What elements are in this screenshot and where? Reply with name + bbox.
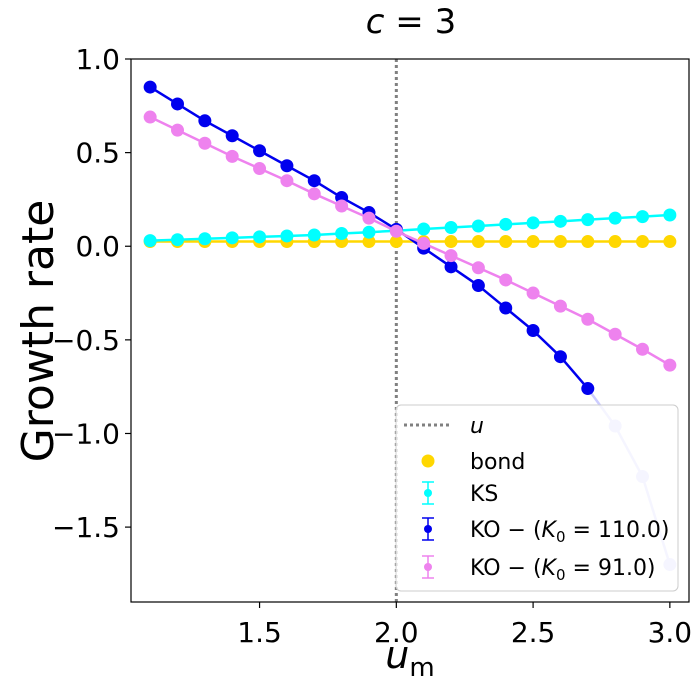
data-point — [171, 123, 184, 137]
data-point — [143, 80, 157, 94]
x-tick-label: 2.0 — [374, 616, 419, 649]
series-ko91 — [143, 110, 677, 372]
legend: u bond KS KO − (K0 = 110.0) KO − (K0 = 9… — [395, 404, 679, 592]
data-point — [171, 97, 184, 111]
data-point — [581, 382, 595, 396]
data-point — [636, 342, 649, 356]
legend-bond-marker — [421, 454, 435, 468]
data-point — [608, 327, 622, 341]
data-point — [198, 232, 212, 246]
data-point — [225, 231, 239, 245]
data-point — [307, 187, 321, 201]
data-point — [335, 227, 349, 241]
chart-title: c = 3 — [366, 2, 456, 42]
data-point — [280, 174, 294, 188]
data-point — [143, 234, 157, 248]
title-variable: c — [366, 2, 385, 42]
legend-label-ks: KS — [470, 482, 498, 507]
data-point — [225, 129, 239, 143]
legend-label-bond: bond — [470, 450, 525, 475]
data-point — [526, 286, 540, 300]
legend-box — [395, 404, 679, 592]
data-point — [280, 159, 294, 173]
plot-frame — [130, 58, 690, 603]
data-point — [581, 235, 595, 249]
legend-label-ko110: KO − (K0 = 110.0) — [470, 518, 670, 546]
data-point — [389, 235, 403, 249]
data-point — [553, 299, 567, 313]
data-point — [444, 260, 458, 274]
data-point — [171, 233, 184, 247]
y-axis-ticks: 1.0 0.5 0.0 −0.5 −1.0 −1.5 — [52, 43, 131, 544]
x-axis-title-sub: m — [409, 653, 434, 683]
legend-label-ko91: KO − (K0 = 91.0) — [470, 556, 656, 584]
series-ks — [143, 208, 677, 248]
legend-ks-marker — [422, 481, 434, 505]
data-point — [198, 136, 212, 150]
data-point — [636, 210, 649, 224]
data-point — [253, 162, 267, 176]
x-axis-title-main: u — [385, 633, 409, 677]
data-point — [608, 235, 622, 249]
data-point — [362, 225, 376, 239]
x-axis-ticks: 1.5 2.0 2.5 3.0 — [237, 602, 692, 649]
data-point — [608, 211, 622, 225]
series-layer — [143, 80, 677, 572]
data-point — [253, 230, 267, 244]
data-point — [471, 279, 485, 293]
data-point — [417, 222, 431, 236]
series-line-segment — [559, 355, 590, 390]
data-point — [335, 199, 349, 213]
data-point — [663, 208, 677, 222]
y-tick-label: 0.5 — [75, 137, 120, 170]
data-point — [444, 249, 458, 263]
data-point — [389, 224, 403, 238]
data-point — [307, 228, 321, 242]
data-point — [198, 114, 212, 128]
data-point — [471, 261, 485, 275]
data-point — [225, 149, 239, 163]
data-point — [581, 213, 595, 227]
data-point — [499, 301, 513, 315]
data-point — [362, 211, 376, 225]
data-point — [444, 221, 458, 235]
data-point — [581, 312, 595, 326]
data-point — [253, 144, 267, 158]
data-point — [471, 219, 485, 233]
y-tick-label: −1.5 — [52, 511, 120, 544]
data-point — [636, 235, 649, 249]
data-point — [553, 214, 567, 228]
data-point — [280, 229, 294, 243]
data-point — [663, 358, 677, 372]
data-point — [362, 235, 376, 249]
y-tick-label: 1.0 — [75, 43, 120, 76]
data-point — [663, 235, 677, 249]
x-tick-label: 3.0 — [648, 616, 693, 649]
data-point — [444, 235, 458, 249]
legend-label-u: u — [470, 414, 484, 439]
y-tick-label: −0.5 — [52, 324, 120, 357]
data-point — [526, 235, 540, 249]
data-point — [143, 110, 157, 124]
y-tick-label: −1.0 — [52, 417, 120, 450]
x-axis-title: um — [385, 633, 434, 683]
title-equation: = 3 — [384, 2, 456, 42]
data-point — [499, 217, 513, 231]
data-point — [499, 273, 513, 287]
data-point — [417, 236, 431, 250]
data-point — [553, 350, 567, 364]
data-point — [499, 235, 513, 249]
data-point — [526, 324, 540, 337]
data-point — [471, 235, 485, 249]
x-tick-label: 2.5 — [511, 616, 556, 649]
y-axis-title: Growth rate — [13, 200, 64, 463]
data-point — [553, 235, 567, 249]
data-point — [307, 174, 321, 188]
y-tick-label: 0.0 — [75, 230, 120, 263]
x-tick-label: 1.5 — [237, 616, 282, 649]
legend-ko110-marker — [422, 517, 434, 541]
legend-ko91-marker — [422, 555, 434, 579]
data-point — [526, 216, 540, 230]
